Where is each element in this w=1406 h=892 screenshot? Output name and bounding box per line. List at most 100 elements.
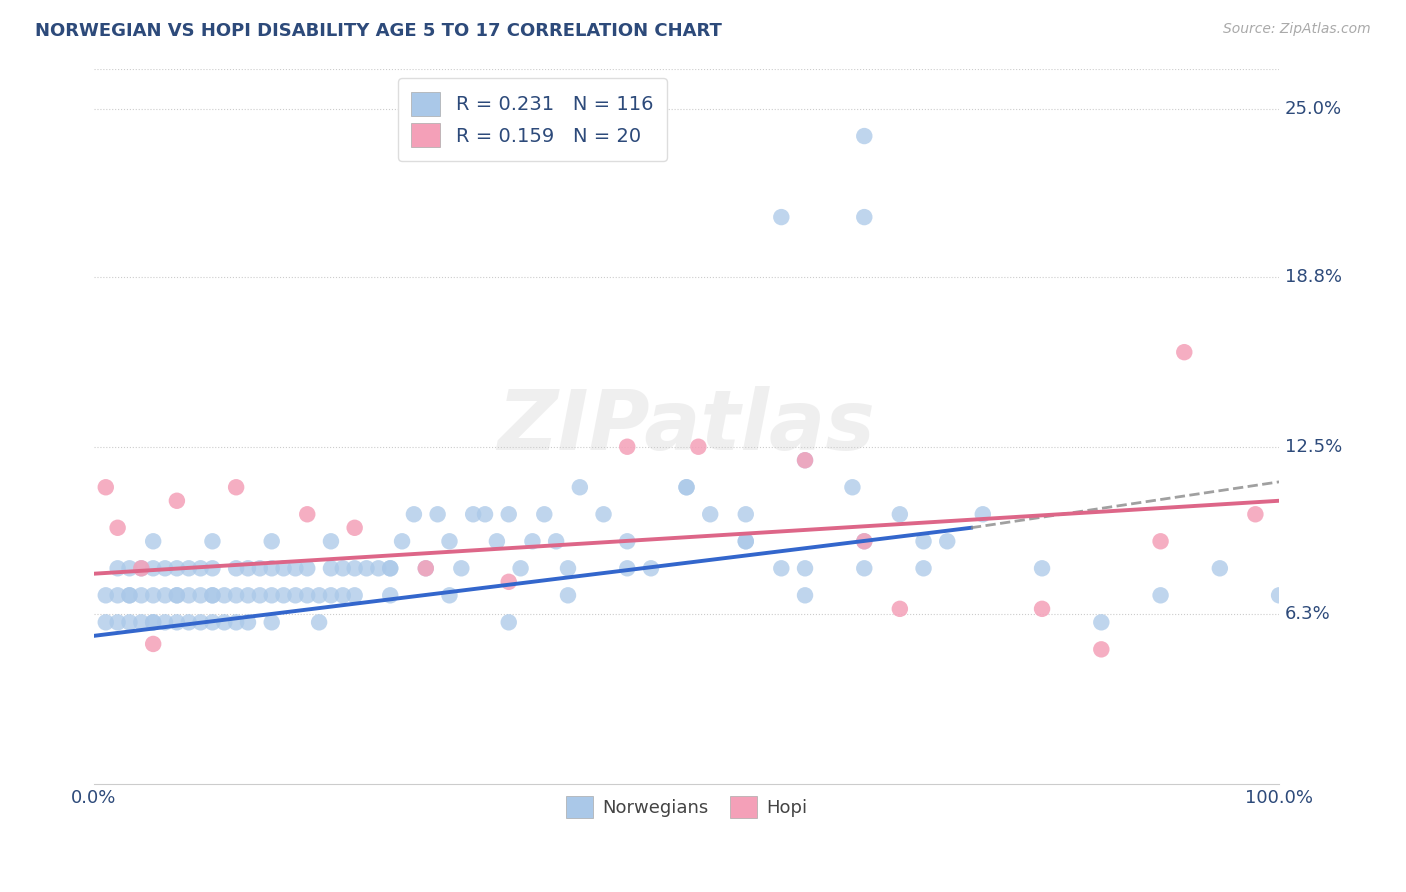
Point <box>273 561 295 575</box>
Point <box>592 508 614 522</box>
Point <box>225 588 247 602</box>
Point <box>201 588 224 602</box>
Point <box>380 561 402 575</box>
Point <box>131 561 153 575</box>
Point <box>260 615 283 630</box>
Point <box>1173 345 1195 359</box>
Point <box>498 615 520 630</box>
Point <box>284 588 307 602</box>
Point <box>297 588 319 602</box>
Point <box>912 534 935 549</box>
Point <box>415 561 437 575</box>
Point <box>94 480 117 494</box>
Point <box>426 508 449 522</box>
Point <box>142 615 165 630</box>
Point <box>142 615 165 630</box>
Point <box>166 588 188 602</box>
Point <box>166 561 188 575</box>
Point <box>557 561 579 575</box>
Legend: Norwegians, Hopi: Norwegians, Hopi <box>558 789 814 825</box>
Point <box>889 508 911 522</box>
Point <box>794 453 817 467</box>
Point <box>201 534 224 549</box>
Point <box>107 561 129 575</box>
Point <box>118 588 141 602</box>
Point <box>380 588 402 602</box>
Point <box>1209 561 1232 575</box>
Point <box>853 210 876 224</box>
Point <box>107 521 129 535</box>
Point <box>214 615 236 630</box>
Point <box>236 561 259 575</box>
Point <box>734 534 756 549</box>
Point <box>153 561 176 575</box>
Point <box>319 534 342 549</box>
Point <box>94 588 117 602</box>
Text: NORWEGIAN VS HOPI DISABILITY AGE 5 TO 17 CORRELATION CHART: NORWEGIAN VS HOPI DISABILITY AGE 5 TO 17… <box>35 22 723 40</box>
Point <box>853 534 876 549</box>
Point <box>1244 508 1267 522</box>
Point <box>297 508 319 522</box>
Point <box>225 480 247 494</box>
Point <box>332 561 354 575</box>
Point <box>391 534 413 549</box>
Point <box>201 588 224 602</box>
Point <box>177 615 200 630</box>
Point <box>450 561 472 575</box>
Point <box>380 561 402 575</box>
Point <box>688 440 710 454</box>
Point <box>284 561 307 575</box>
Point <box>794 453 817 467</box>
Point <box>332 588 354 602</box>
Point <box>367 561 389 575</box>
Point <box>201 615 224 630</box>
Point <box>107 588 129 602</box>
Point <box>533 508 555 522</box>
Point <box>236 588 259 602</box>
Point <box>699 508 721 522</box>
Point <box>236 615 259 630</box>
Text: 25.0%: 25.0% <box>1285 100 1343 118</box>
Point <box>142 561 165 575</box>
Point <box>1090 642 1112 657</box>
Point <box>308 588 330 602</box>
Point <box>1031 602 1053 616</box>
Point <box>166 493 188 508</box>
Point <box>343 521 366 535</box>
Point <box>131 561 153 575</box>
Point <box>177 588 200 602</box>
Point <box>249 588 271 602</box>
Point <box>260 534 283 549</box>
Point <box>568 480 591 494</box>
Point <box>142 588 165 602</box>
Point <box>273 588 295 602</box>
Point <box>853 561 876 575</box>
Text: 6.3%: 6.3% <box>1285 606 1330 624</box>
Point <box>439 534 461 549</box>
Point <box>616 534 638 549</box>
Point <box>1268 588 1291 602</box>
Point <box>142 637 165 651</box>
Point <box>319 561 342 575</box>
Point <box>770 561 793 575</box>
Point <box>131 588 153 602</box>
Point <box>734 508 756 522</box>
Point <box>201 561 224 575</box>
Point <box>734 534 756 549</box>
Text: 12.5%: 12.5% <box>1285 438 1343 456</box>
Point <box>463 508 485 522</box>
Point <box>118 615 141 630</box>
Point <box>912 561 935 575</box>
Point <box>260 588 283 602</box>
Point <box>640 561 662 575</box>
Point <box>522 534 544 549</box>
Point <box>498 574 520 589</box>
Point <box>190 615 212 630</box>
Point <box>343 588 366 602</box>
Point <box>1090 615 1112 630</box>
Point <box>153 588 176 602</box>
Point <box>153 615 176 630</box>
Point <box>972 508 994 522</box>
Point <box>485 534 508 549</box>
Point <box>675 480 697 494</box>
